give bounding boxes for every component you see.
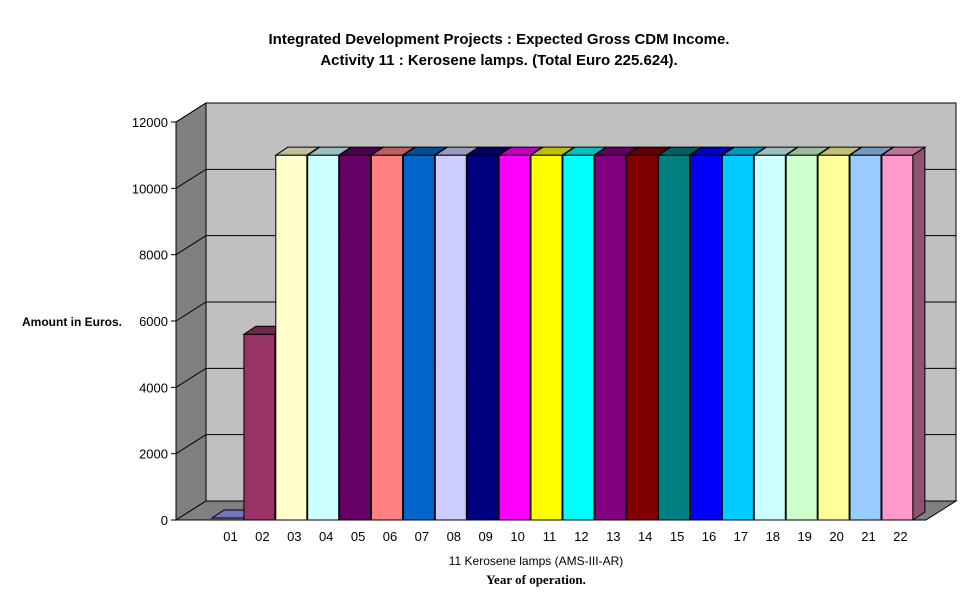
x-tick-label: 16 — [702, 529, 716, 544]
bar-front — [881, 154, 914, 521]
x-tick-label: 18 — [766, 529, 780, 544]
bar-front — [594, 154, 627, 521]
bar-side — [912, 146, 926, 521]
bars — [210, 146, 927, 521]
x-tick-label: 11 — [543, 529, 557, 544]
bar — [816, 146, 863, 521]
bar-front — [434, 154, 467, 521]
x-tick-label: 09 — [478, 529, 492, 544]
bar — [784, 146, 831, 521]
bar — [848, 146, 895, 521]
bar-front — [275, 154, 308, 521]
x-tick-label: 07 — [415, 529, 429, 544]
bar-front — [339, 154, 372, 521]
x-axis-label-secondary: Year of operation. — [486, 572, 586, 587]
bar-front — [658, 154, 691, 521]
x-axis-label: 11 Kerosene lamps (AMS-III-AR) — [449, 554, 624, 568]
bar-front — [498, 154, 531, 521]
x-tick-label: 21 — [861, 529, 875, 544]
bar-front — [402, 154, 435, 521]
chart-title: Integrated Development Projects : Expect… — [269, 31, 730, 48]
bar — [401, 146, 449, 521]
bar — [720, 146, 768, 521]
bar — [656, 146, 704, 521]
bar-front — [243, 333, 276, 521]
y-axis-label: Amount in Euros. — [22, 315, 122, 329]
bar-front — [785, 154, 818, 521]
bar — [752, 146, 799, 521]
y-tick-label: 4000 — [139, 380, 168, 395]
chart-titles: Integrated Development Projects : Expect… — [269, 31, 730, 69]
bar-front — [466, 154, 499, 521]
bar-front — [817, 154, 850, 521]
x-tick-label: 02 — [255, 529, 269, 544]
bar — [242, 325, 289, 521]
x-tick-label: 10 — [510, 529, 524, 544]
y-tick-label: 0 — [161, 513, 168, 528]
x-tick-label: 19 — [797, 529, 811, 544]
x-tick-label: 17 — [734, 529, 748, 544]
bar-front — [307, 154, 340, 521]
gridline — [175, 102, 956, 123]
x-tick-label: 03 — [287, 529, 301, 544]
y-tick-label: 2000 — [139, 447, 168, 462]
bar — [880, 146, 927, 521]
x-tick-label: 01 — [223, 529, 237, 544]
bar — [561, 146, 608, 521]
bar — [688, 146, 736, 521]
chart-subtitle: Activity 11 : Kerosene lamps. (Total Eur… — [320, 52, 677, 69]
bar-front — [562, 154, 595, 521]
x-tick-label: 06 — [383, 529, 397, 544]
x-tick-label: 22 — [893, 529, 907, 544]
x-tick-label: 13 — [606, 529, 620, 544]
bar — [529, 146, 576, 521]
bar — [497, 146, 544, 521]
bar — [593, 146, 640, 521]
bar-front — [849, 154, 882, 521]
bar — [465, 146, 512, 521]
x-tick-label: 05 — [351, 529, 365, 544]
bar-front — [371, 154, 403, 521]
x-tick-label: 20 — [829, 529, 843, 544]
y-tick-label: 12000 — [132, 115, 168, 130]
bar-front — [626, 154, 659, 521]
bar-front — [753, 154, 786, 521]
y-axis-tick-labels: 0 2000 4000 6000 8000 10000 12000 — [132, 115, 176, 528]
x-tick-label: 12 — [574, 529, 588, 544]
x-tick-label: 14 — [638, 529, 652, 544]
x-axis-tick-labels: 01 02 03 04 05 06 07 08 09 10 11 12 13 14 15 16 17 18 19 20… — [223, 529, 907, 544]
bar — [433, 146, 480, 521]
y-tick-label: 6000 — [139, 314, 168, 329]
y-tick-label: 8000 — [139, 248, 168, 263]
bar — [306, 146, 353, 521]
x-tick-label: 04 — [319, 529, 333, 544]
bar-front — [690, 154, 722, 521]
bar — [369, 146, 417, 521]
bar-front — [721, 154, 754, 521]
bar — [625, 146, 672, 521]
x-tick-label: 15 — [670, 529, 684, 544]
x-tick-label: 08 — [447, 529, 461, 544]
bar-front — [530, 154, 563, 521]
bar — [274, 146, 321, 521]
bar — [337, 146, 385, 521]
y-tick-label: 10000 — [132, 181, 168, 196]
